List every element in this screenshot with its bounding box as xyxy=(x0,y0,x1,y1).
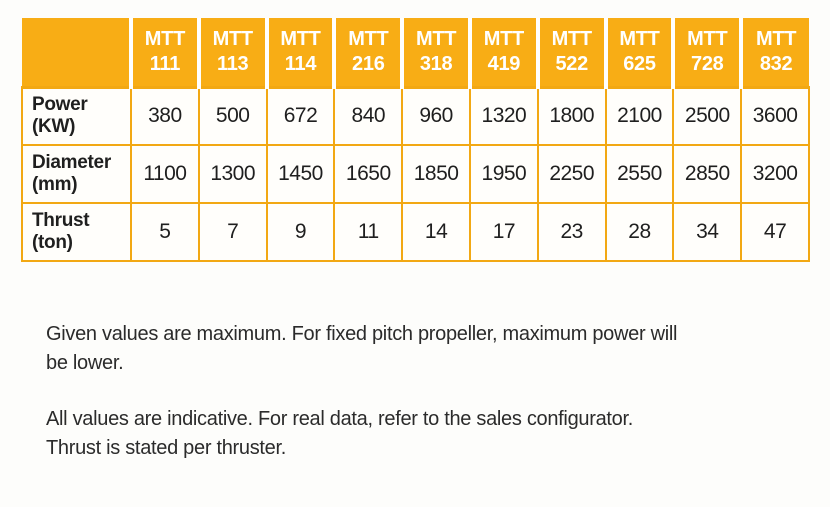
column-header-mtt-114: MTT 114 xyxy=(264,18,335,89)
table-cell: 3600 xyxy=(740,86,810,146)
header-row: MTT 111 MTT 113 MTT 114 MTT 216 MTT 318 … xyxy=(22,18,809,89)
row-label-power: Power (KW) xyxy=(21,86,132,146)
table-cell: 1950 xyxy=(468,144,539,204)
column-header-mtt-419: MTT 419 xyxy=(467,18,538,89)
table-cell: 1650 xyxy=(333,144,404,204)
table-cell: 1850 xyxy=(401,144,471,204)
table-cell: 2850 xyxy=(672,144,743,204)
table-cell: 14 xyxy=(401,202,471,262)
column-header-mtt-728: MTT 728 xyxy=(671,18,742,89)
column-header-mtt-832: MTT 832 xyxy=(739,18,809,89)
column-header-mtt-216: MTT 216 xyxy=(332,18,403,89)
table-cell: 2100 xyxy=(604,86,675,146)
table-cell: 34 xyxy=(672,202,743,262)
table-cell: 840 xyxy=(333,86,404,146)
table-cell: 1450 xyxy=(265,144,336,204)
note-maximum-values: Given values are maximum. For fixed pitc… xyxy=(46,323,678,374)
column-header-mtt-522: MTT 522 xyxy=(535,18,606,89)
column-header-mtt-318: MTT 318 xyxy=(400,18,470,89)
row-label-thrust: Thrust (ton) xyxy=(21,202,132,262)
table-cell: 2500 xyxy=(672,86,743,146)
table-row-power: Power (KW) 380 500 672 840 960 1320 1800… xyxy=(21,86,810,146)
table-cell: 500 xyxy=(197,86,268,146)
table-cell: 3200 xyxy=(740,144,810,204)
table-cell: 23 xyxy=(536,202,607,262)
table-cell: 9 xyxy=(265,202,336,262)
table-cell: 1320 xyxy=(468,86,539,146)
column-header-mtt-113: MTT 113 xyxy=(196,18,267,89)
table-cell: 28 xyxy=(604,202,675,262)
table-cell: 5 xyxy=(130,202,200,262)
table-cell: 960 xyxy=(401,86,471,146)
table-row-thrust: Thrust (ton) 5 7 9 11 14 17 23 28 34 47 xyxy=(21,202,810,262)
note-indicative-values: All values are indicative. For real data… xyxy=(46,408,634,459)
table-cell: 11 xyxy=(333,202,404,262)
column-header-mtt-111: MTT 111 xyxy=(129,18,199,89)
table-cell: 17 xyxy=(468,202,539,262)
column-header-mtt-625: MTT 625 xyxy=(603,18,674,89)
row-label-diameter: Diameter (mm) xyxy=(21,144,132,204)
table-cell: 672 xyxy=(265,86,336,146)
table-cell: 1800 xyxy=(536,86,607,146)
thruster-spec-table: MTT 111 MTT 113 MTT 114 MTT 216 MTT 318 … xyxy=(21,18,810,262)
table-cell: 1300 xyxy=(197,144,268,204)
table-row-diameter: Diameter (mm) 1100 1300 1450 1650 1850 1… xyxy=(21,144,810,204)
table-cell: 2250 xyxy=(536,144,607,204)
table-cell: 47 xyxy=(740,202,810,262)
corner-cell xyxy=(22,18,131,89)
table-cell: 1100 xyxy=(130,144,200,204)
table-cell: 380 xyxy=(130,86,200,146)
table-cell: 2550 xyxy=(604,144,675,204)
table-cell: 7 xyxy=(197,202,268,262)
